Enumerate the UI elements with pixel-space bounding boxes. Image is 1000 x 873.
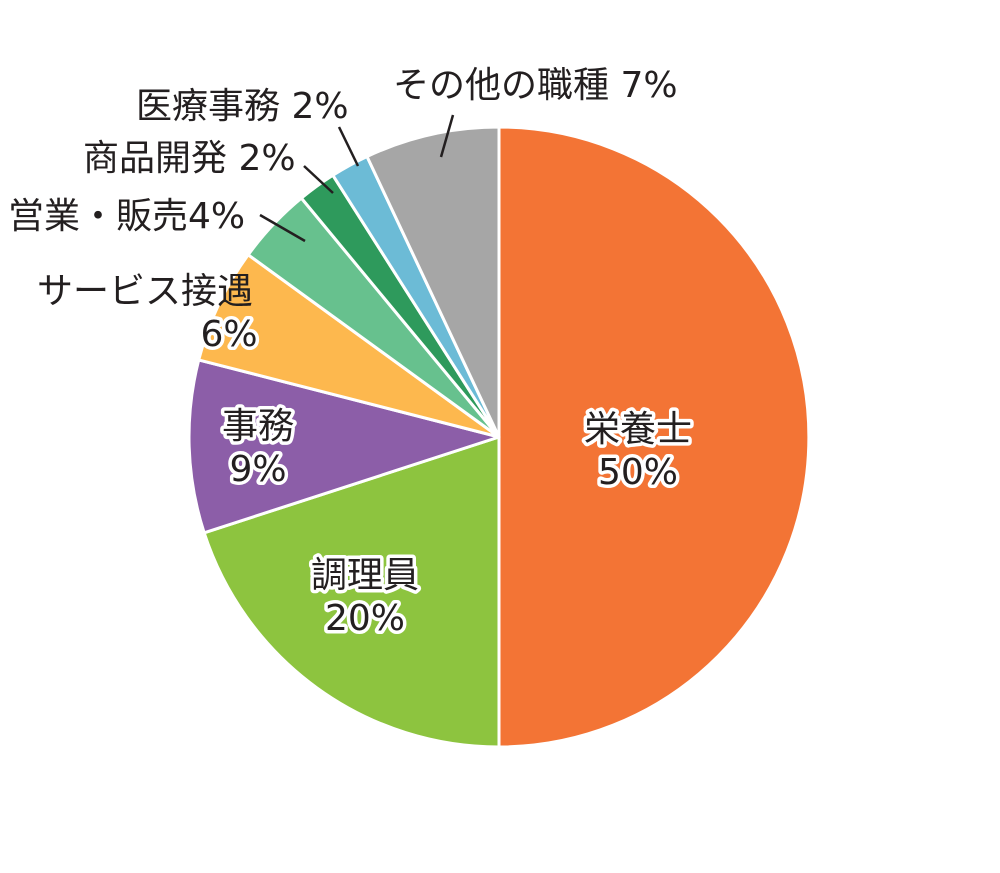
slice-value-office: 9% bbox=[229, 449, 286, 490]
slice-label-product-dev: 商品開発 2% bbox=[83, 138, 296, 179]
leader-line-sales bbox=[259, 213, 306, 243]
leader-line-medical-office bbox=[337, 126, 360, 167]
slice-label-other: その他の職種 7% bbox=[393, 65, 678, 106]
slice-value-cook: 20% bbox=[325, 598, 405, 639]
leader-line-other bbox=[439, 114, 455, 158]
pie-slice-7 bbox=[365, 125, 501, 439]
pie-slice-1 bbox=[202, 435, 501, 749]
slice-label-cook: 調理員 bbox=[311, 555, 419, 596]
slice-label-nutritionist: 栄養士 bbox=[584, 409, 692, 450]
pie-slices bbox=[187, 125, 811, 749]
slice-label-office: 事務 bbox=[222, 406, 294, 447]
slice-value-service: 6% bbox=[200, 314, 257, 355]
pie-slice-2 bbox=[187, 358, 501, 535]
slice-label-medical-office: 医療事務 2% bbox=[136, 86, 349, 127]
slice-label-sales: 営業・販売4% bbox=[8, 196, 245, 237]
leader-line-product-dev bbox=[303, 165, 334, 194]
slice-value-nutritionist: 50% bbox=[598, 452, 678, 493]
pie-slice-0 bbox=[497, 125, 811, 749]
slice-label-service: サービス接遇 bbox=[37, 271, 253, 312]
leader-lines bbox=[259, 114, 455, 243]
